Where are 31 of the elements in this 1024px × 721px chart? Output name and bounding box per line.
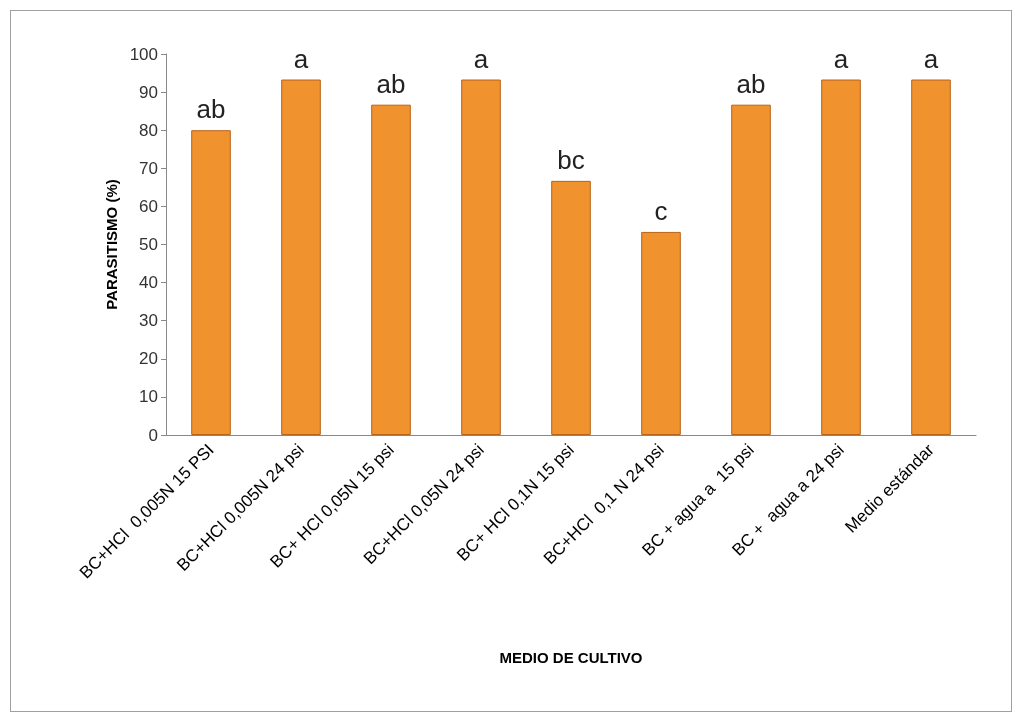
bar	[821, 79, 861, 435]
y-tick-label: 40	[139, 273, 158, 293]
bar	[641, 231, 681, 435]
annotation: a	[293, 43, 309, 74]
y-tick-label: 60	[139, 196, 158, 216]
bar	[551, 180, 591, 435]
y-tick-label: 70	[139, 158, 158, 178]
bar	[911, 79, 951, 435]
y-tick-label: 90	[139, 82, 158, 102]
annotation: a	[833, 43, 849, 74]
y-axis-title: PARASITISMO (%)	[102, 179, 120, 310]
bar	[281, 79, 321, 435]
y-tick-label: 100	[129, 44, 158, 64]
annotation: a	[923, 43, 939, 74]
y-tick-label: 80	[139, 120, 158, 140]
annotation: ab	[196, 94, 226, 125]
bar	[191, 130, 231, 435]
annotation: ab	[376, 68, 406, 99]
x-axis-title: MEDIO DE CULTIVO	[499, 649, 643, 666]
y-tick-label: 50	[139, 235, 158, 254]
annotation: a	[473, 43, 489, 74]
annotation: c	[654, 195, 668, 226]
bar	[731, 104, 771, 435]
bar	[461, 79, 501, 435]
bar	[371, 104, 411, 435]
y-tick-label: 30	[139, 311, 158, 331]
annotation: bc	[557, 144, 585, 175]
y-tick-label: 0	[148, 425, 158, 445]
y-tick-label: 20	[139, 349, 158, 369]
y-tick-label: 10	[139, 387, 158, 407]
annotation: ab	[736, 68, 766, 99]
